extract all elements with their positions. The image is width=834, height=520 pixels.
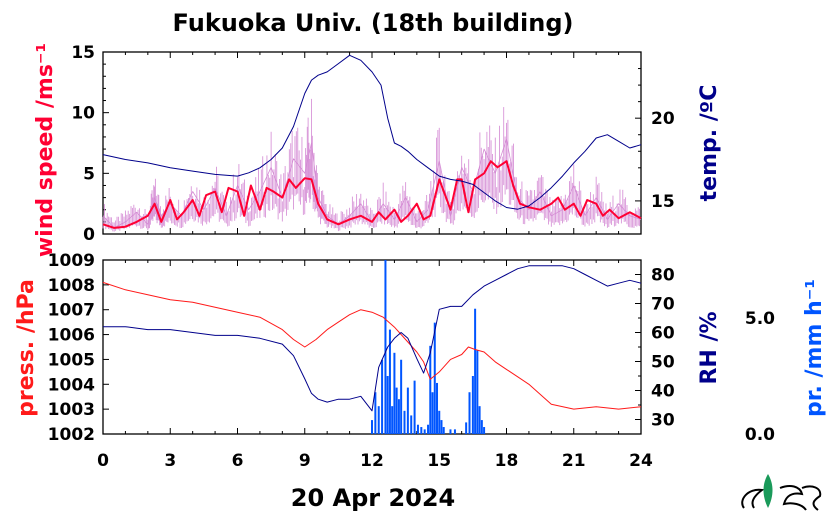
precip-bar — [438, 410, 441, 434]
precip-bars — [371, 260, 486, 434]
wind-raw-line — [102, 138, 642, 229]
logo-script — [779, 485, 807, 511]
precip-bar — [474, 308, 477, 434]
precip-tick-label: 0.0 — [745, 425, 775, 445]
wind-tick-label: 5 — [83, 164, 95, 184]
date-label: 20 Apr 2024 — [291, 484, 456, 512]
x-tick-label: 24 — [629, 451, 653, 471]
precip-bar — [386, 376, 389, 434]
x-tick-label: 18 — [495, 451, 519, 471]
precip-bar — [423, 429, 426, 434]
precip-bar — [388, 329, 391, 434]
rh-line — [103, 265, 642, 412]
temp-tick-label: 15 — [651, 192, 675, 212]
precip-bar — [377, 406, 380, 434]
precip-bar — [406, 387, 409, 434]
press-tick-label: 1009 — [48, 251, 95, 271]
precip-bar — [371, 420, 373, 434]
precip-bar — [483, 427, 486, 434]
precip-axis-label: pr. /mm h⁻¹ — [802, 279, 827, 417]
precip-bar — [468, 392, 471, 434]
precip-bar — [403, 410, 406, 434]
precip-bar — [480, 420, 483, 434]
precip-bar — [410, 415, 413, 434]
precip-bar — [427, 424, 430, 434]
chart-title: Fukuoka Univ. (18th building) — [173, 9, 574, 37]
university-logo — [741, 474, 822, 511]
wind-tick-label: 0 — [83, 225, 95, 245]
press-tick-label: 1006 — [48, 326, 95, 346]
x-tick-label: 21 — [562, 451, 586, 471]
precip-bar — [478, 406, 481, 434]
precip-bar — [384, 260, 387, 434]
precip-bar — [465, 422, 468, 434]
wind-axis-label: wind speed /ms⁻¹ — [33, 43, 58, 257]
press-tick-label: 1007 — [48, 301, 95, 321]
precip-bar — [397, 399, 400, 434]
precip-bar — [453, 429, 456, 434]
precip-bar — [442, 427, 445, 434]
top-panel-frame — [102, 51, 642, 235]
precip-tick-label: 5.0 — [745, 309, 775, 329]
precip-bar — [429, 345, 432, 434]
press-tick-label: 1008 — [48, 276, 95, 296]
precip-bar — [433, 322, 436, 434]
precip-bar — [413, 380, 416, 434]
temp-line — [102, 54, 642, 210]
rh-tick-label: 80 — [651, 266, 675, 286]
rh-tick-label: 50 — [651, 353, 675, 373]
press-tick-label: 1002 — [48, 425, 95, 445]
rh-axis-label: RH /% — [697, 311, 722, 384]
wind-avg-line — [102, 160, 642, 229]
precip-bar — [395, 387, 398, 434]
precip-bar — [391, 406, 394, 434]
precip-bar — [449, 429, 452, 434]
rh-tick-label: 70 — [651, 295, 675, 315]
precip-bar — [471, 376, 474, 434]
pressure-line — [102, 281, 642, 410]
x-tick-label: 12 — [360, 451, 384, 471]
rh-tick-label: 60 — [651, 324, 675, 344]
logo-swirl — [741, 488, 765, 509]
x-tick-label: 0 — [97, 451, 109, 471]
precip-bar — [436, 382, 439, 434]
press-tick-label: 1003 — [48, 400, 95, 420]
rh-tick-label: 40 — [651, 382, 675, 402]
x-tick-label: 15 — [427, 451, 451, 471]
logo-script — [801, 485, 822, 511]
precip-bar — [393, 352, 396, 434]
precip-bar — [476, 350, 479, 434]
precip-bar — [400, 359, 403, 434]
press-tick-label: 1004 — [48, 375, 95, 395]
temp-tick-label: 20 — [651, 109, 675, 129]
precip-bar — [431, 392, 434, 434]
logo-leaf — [763, 474, 773, 508]
wind-tick-label: 10 — [71, 104, 95, 124]
temp-axis-label: temp. /ºC — [697, 85, 722, 202]
precip-bar — [374, 392, 377, 434]
wind-tick-label: 15 — [71, 43, 95, 63]
x-tick-label: 9 — [299, 451, 311, 471]
rh-tick-label: 30 — [651, 411, 675, 431]
precip-bar — [381, 359, 384, 434]
precip-bar — [420, 427, 423, 434]
press-tick-label: 1005 — [48, 350, 95, 370]
precip-bar — [416, 424, 419, 434]
x-tick-label: 3 — [164, 451, 176, 471]
precip-bar — [440, 420, 443, 434]
x-tick-label: 6 — [232, 451, 244, 471]
pressure-axis-label: press. /hPa — [14, 279, 39, 417]
